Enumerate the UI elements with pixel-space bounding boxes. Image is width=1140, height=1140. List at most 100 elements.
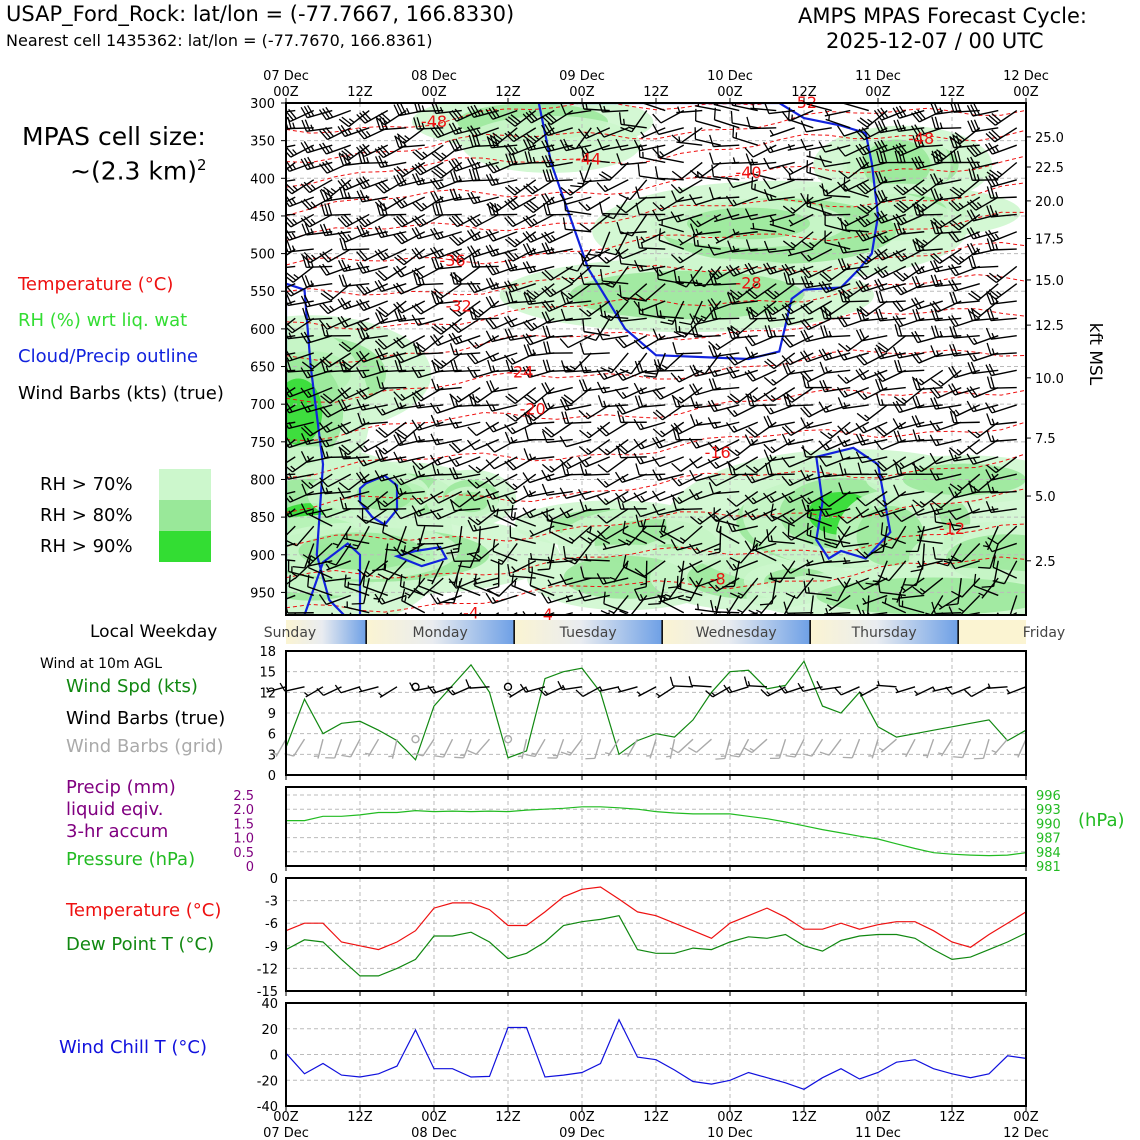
cross-section-wind-barb	[710, 599, 740, 614]
barb-flag	[933, 173, 940, 185]
barb-flag	[338, 274, 344, 287]
cross-section-wind-barb	[800, 417, 832, 429]
barb-shaft	[953, 421, 980, 424]
cross-section-wind-barb	[449, 188, 481, 201]
barb-flag	[467, 366, 475, 378]
barb-half-flag	[991, 406, 996, 413]
top-tick-label: 00Z	[421, 85, 447, 100]
barb-flag	[947, 232, 957, 243]
cross-section-wind-barb	[586, 526, 611, 545]
barb-flag	[819, 430, 831, 440]
cross-section-wind-barb	[967, 119, 999, 133]
cross-section-wind-barb	[986, 161, 1018, 180]
barb-flag	[912, 187, 923, 196]
barb-flag	[901, 150, 906, 163]
barb-shaft	[844, 144, 870, 157]
barb-half-flag	[421, 105, 425, 112]
barb-flag	[286, 539, 297, 547]
barb-half-flag	[732, 525, 737, 532]
cross-section-wind-barb	[429, 454, 462, 466]
cross-section-wind-barb	[458, 543, 481, 569]
barb-shaft	[733, 265, 759, 277]
barb-shaft	[380, 213, 407, 216]
cross-section-wind-barb	[577, 127, 611, 139]
barb-shaft	[403, 127, 426, 144]
barb-flag	[874, 497, 885, 507]
pressure-tick-label: 350	[250, 135, 275, 150]
barb-flag	[933, 274, 940, 287]
barb-half-flag	[436, 419, 440, 426]
cross-section-wind-barb	[763, 438, 796, 454]
barb-flag	[468, 394, 474, 407]
barb-flag	[966, 453, 974, 465]
barb-flag	[635, 463, 640, 476]
barb-shaft	[572, 352, 592, 372]
barb-shaft	[917, 300, 943, 310]
barb-shaft	[811, 231, 833, 249]
cross-section-wind-barb	[393, 173, 425, 187]
barb-flag	[374, 183, 385, 194]
barb-flag	[952, 325, 958, 338]
barb-flag	[596, 530, 607, 540]
barb-flag	[966, 228, 974, 240]
barb-flag	[359, 127, 368, 138]
barb-flag	[356, 284, 365, 296]
cross-section-wind-barb	[392, 265, 426, 278]
altitude-tick-label: 2.5	[1035, 555, 1056, 570]
barb-half-flag	[441, 152, 447, 158]
barb-flag	[322, 128, 332, 139]
barb-shaft	[658, 156, 684, 164]
cross-section-wind-barb	[745, 153, 777, 166]
barb-shaft	[995, 283, 1018, 300]
barb-half-flag	[510, 436, 514, 443]
cross-section-wind-barb	[467, 352, 500, 365]
barb-flag	[877, 574, 890, 582]
cross-section-wind-barb	[948, 279, 980, 292]
cross-section-wind-barb	[455, 573, 481, 597]
barb-half-flag	[418, 435, 422, 442]
barb-shaft	[566, 196, 592, 205]
barb-flag	[394, 360, 400, 372]
cross-section-wind-barb	[818, 348, 851, 361]
barb-half-flag	[511, 427, 516, 433]
barb-shaft	[289, 109, 315, 123]
barb-half-flag	[790, 207, 796, 212]
barb-half-flag	[274, 539, 279, 542]
barb-shaft	[385, 300, 407, 318]
barb-flag	[896, 202, 907, 212]
barb-shaft	[398, 144, 425, 148]
barb-half-flag	[697, 517, 703, 523]
barb-flag	[915, 308, 921, 321]
barb-flag	[374, 470, 382, 482]
barb-shaft	[773, 352, 796, 370]
cross-section-wind-barb	[522, 213, 555, 228]
barb-flag	[855, 579, 865, 590]
barb-flag	[596, 478, 607, 488]
barb-flag	[936, 561, 949, 567]
barb-shaft	[491, 283, 518, 290]
barb-flag	[653, 359, 659, 372]
barb-flag	[670, 211, 678, 223]
cross-section-wind-barb	[708, 378, 740, 391]
barb-half-flag	[292, 218, 298, 225]
barb-flag	[767, 309, 773, 321]
barb-shaft	[642, 335, 666, 350]
barb-flag	[618, 193, 631, 201]
barb-half-flag	[344, 452, 348, 459]
barb-shaft	[436, 542, 462, 551]
barb-half-flag	[659, 310, 662, 317]
barb-half-flag	[306, 437, 311, 444]
cross-section-wind-barb	[865, 560, 888, 586]
barb-flag	[378, 449, 385, 462]
cross-section-wind-barb	[431, 257, 462, 270]
cross-section-wind-barb	[688, 542, 722, 555]
barb-shaft	[288, 421, 314, 430]
barb-flag	[510, 114, 521, 123]
barb-flag	[525, 111, 535, 122]
barb-shaft	[380, 456, 407, 463]
barb-half-flag	[843, 557, 847, 564]
cross-section-wind-barb	[288, 574, 314, 597]
barb-flag	[472, 307, 477, 320]
barb-half-flag	[732, 245, 736, 252]
barb-flag	[858, 128, 868, 139]
